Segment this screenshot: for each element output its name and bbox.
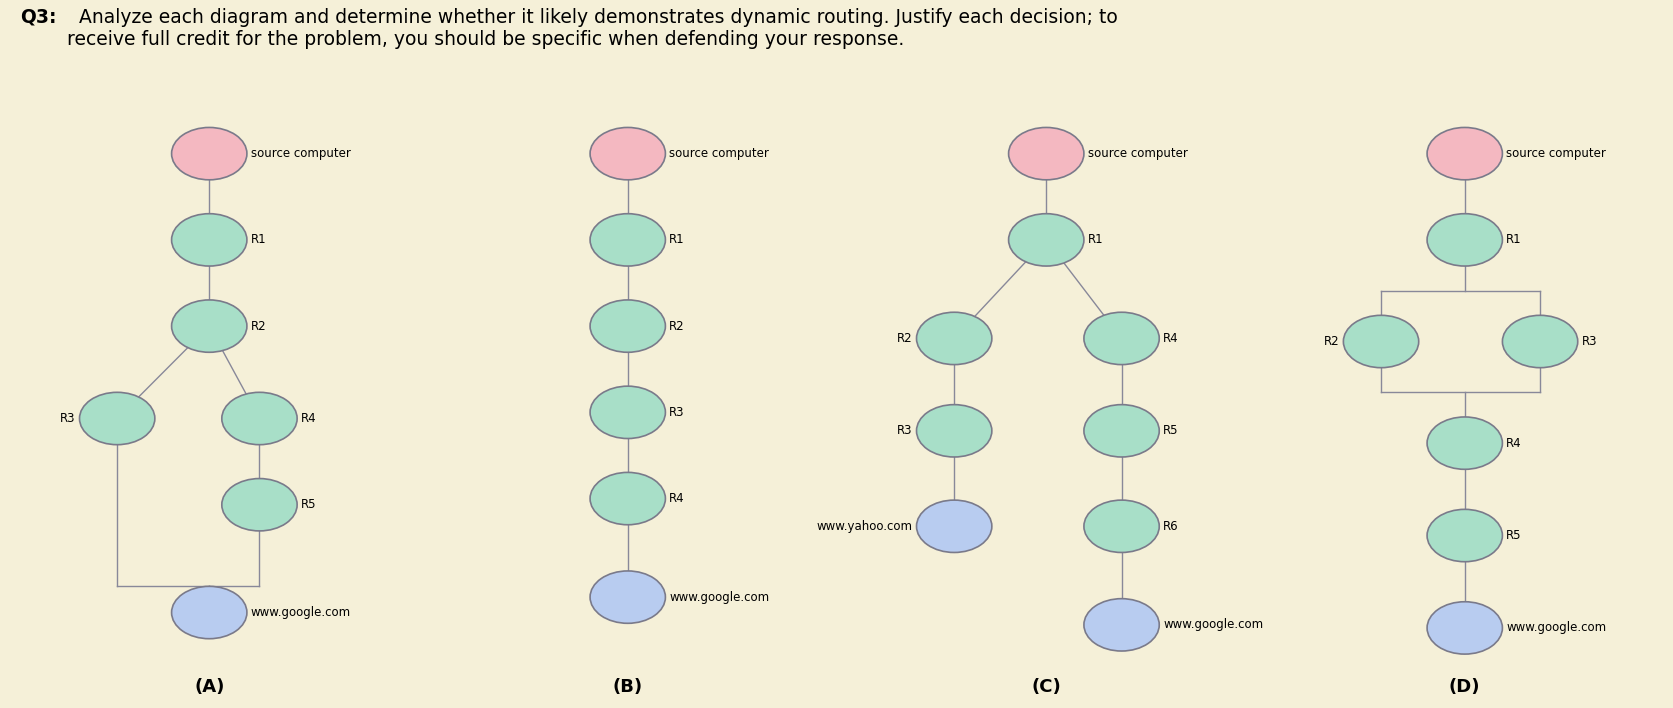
Text: R3: R3 (897, 424, 912, 438)
Ellipse shape (1425, 509, 1502, 561)
Text: R5: R5 (1506, 529, 1521, 542)
Text: R3: R3 (1581, 335, 1596, 348)
Text: source computer: source computer (1506, 147, 1604, 160)
Text: R1: R1 (1506, 234, 1521, 246)
Text: R4: R4 (1506, 437, 1521, 450)
Text: (A): (A) (194, 678, 224, 696)
Ellipse shape (171, 300, 248, 353)
Text: R4: R4 (669, 492, 684, 505)
Ellipse shape (1084, 599, 1158, 651)
Text: Q3:: Q3: (20, 8, 57, 27)
Text: R1: R1 (1087, 234, 1103, 246)
Ellipse shape (1425, 214, 1502, 266)
Ellipse shape (917, 312, 990, 365)
Ellipse shape (1425, 602, 1502, 654)
Text: www.google.com: www.google.com (251, 606, 351, 619)
Ellipse shape (589, 386, 664, 438)
Text: source computer: source computer (1087, 147, 1186, 160)
Text: R1: R1 (251, 234, 266, 246)
Text: www.google.com: www.google.com (1163, 618, 1263, 632)
Text: R2: R2 (897, 332, 912, 345)
Text: www.google.com: www.google.com (1506, 622, 1606, 634)
Text: (B): (B) (612, 678, 642, 696)
Text: R4: R4 (1163, 332, 1178, 345)
Text: www.yahoo.com: www.yahoo.com (816, 520, 912, 533)
Text: R4: R4 (301, 412, 316, 425)
Text: R2: R2 (251, 319, 266, 333)
Ellipse shape (917, 405, 990, 457)
Ellipse shape (1425, 127, 1502, 180)
Text: R1: R1 (669, 234, 684, 246)
Text: R2: R2 (669, 319, 684, 333)
Text: (C): (C) (1031, 678, 1061, 696)
Text: R5: R5 (1163, 424, 1178, 438)
Text: R3: R3 (669, 406, 684, 419)
Ellipse shape (1084, 500, 1158, 552)
Ellipse shape (589, 472, 664, 525)
Ellipse shape (1502, 315, 1576, 367)
Ellipse shape (221, 479, 298, 531)
Ellipse shape (221, 392, 298, 445)
Ellipse shape (1342, 315, 1417, 367)
Text: R6: R6 (1163, 520, 1178, 533)
Ellipse shape (80, 392, 154, 445)
Ellipse shape (589, 214, 664, 266)
Text: (D): (D) (1449, 678, 1479, 696)
Text: source computer: source computer (669, 147, 768, 160)
Ellipse shape (917, 500, 990, 552)
Text: R5: R5 (301, 498, 316, 511)
Ellipse shape (1084, 405, 1158, 457)
Text: www.google.com: www.google.com (669, 590, 770, 604)
Ellipse shape (589, 127, 664, 180)
Text: R3: R3 (60, 412, 75, 425)
Ellipse shape (1425, 417, 1502, 469)
Ellipse shape (1084, 312, 1158, 365)
Ellipse shape (171, 214, 248, 266)
Text: Analyze each diagram and determine whether it likely demonstrates dynamic routin: Analyze each diagram and determine wheth… (67, 8, 1118, 49)
Ellipse shape (1007, 214, 1084, 266)
Ellipse shape (1007, 127, 1084, 180)
Ellipse shape (171, 586, 248, 639)
Ellipse shape (171, 127, 248, 180)
Ellipse shape (589, 300, 664, 353)
Text: source computer: source computer (251, 147, 350, 160)
Text: R2: R2 (1323, 335, 1338, 348)
Ellipse shape (589, 571, 664, 623)
